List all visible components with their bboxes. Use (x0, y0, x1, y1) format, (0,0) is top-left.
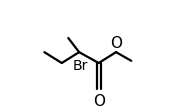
Text: O: O (110, 36, 122, 51)
Text: O: O (93, 94, 105, 109)
Text: Br: Br (73, 59, 88, 73)
